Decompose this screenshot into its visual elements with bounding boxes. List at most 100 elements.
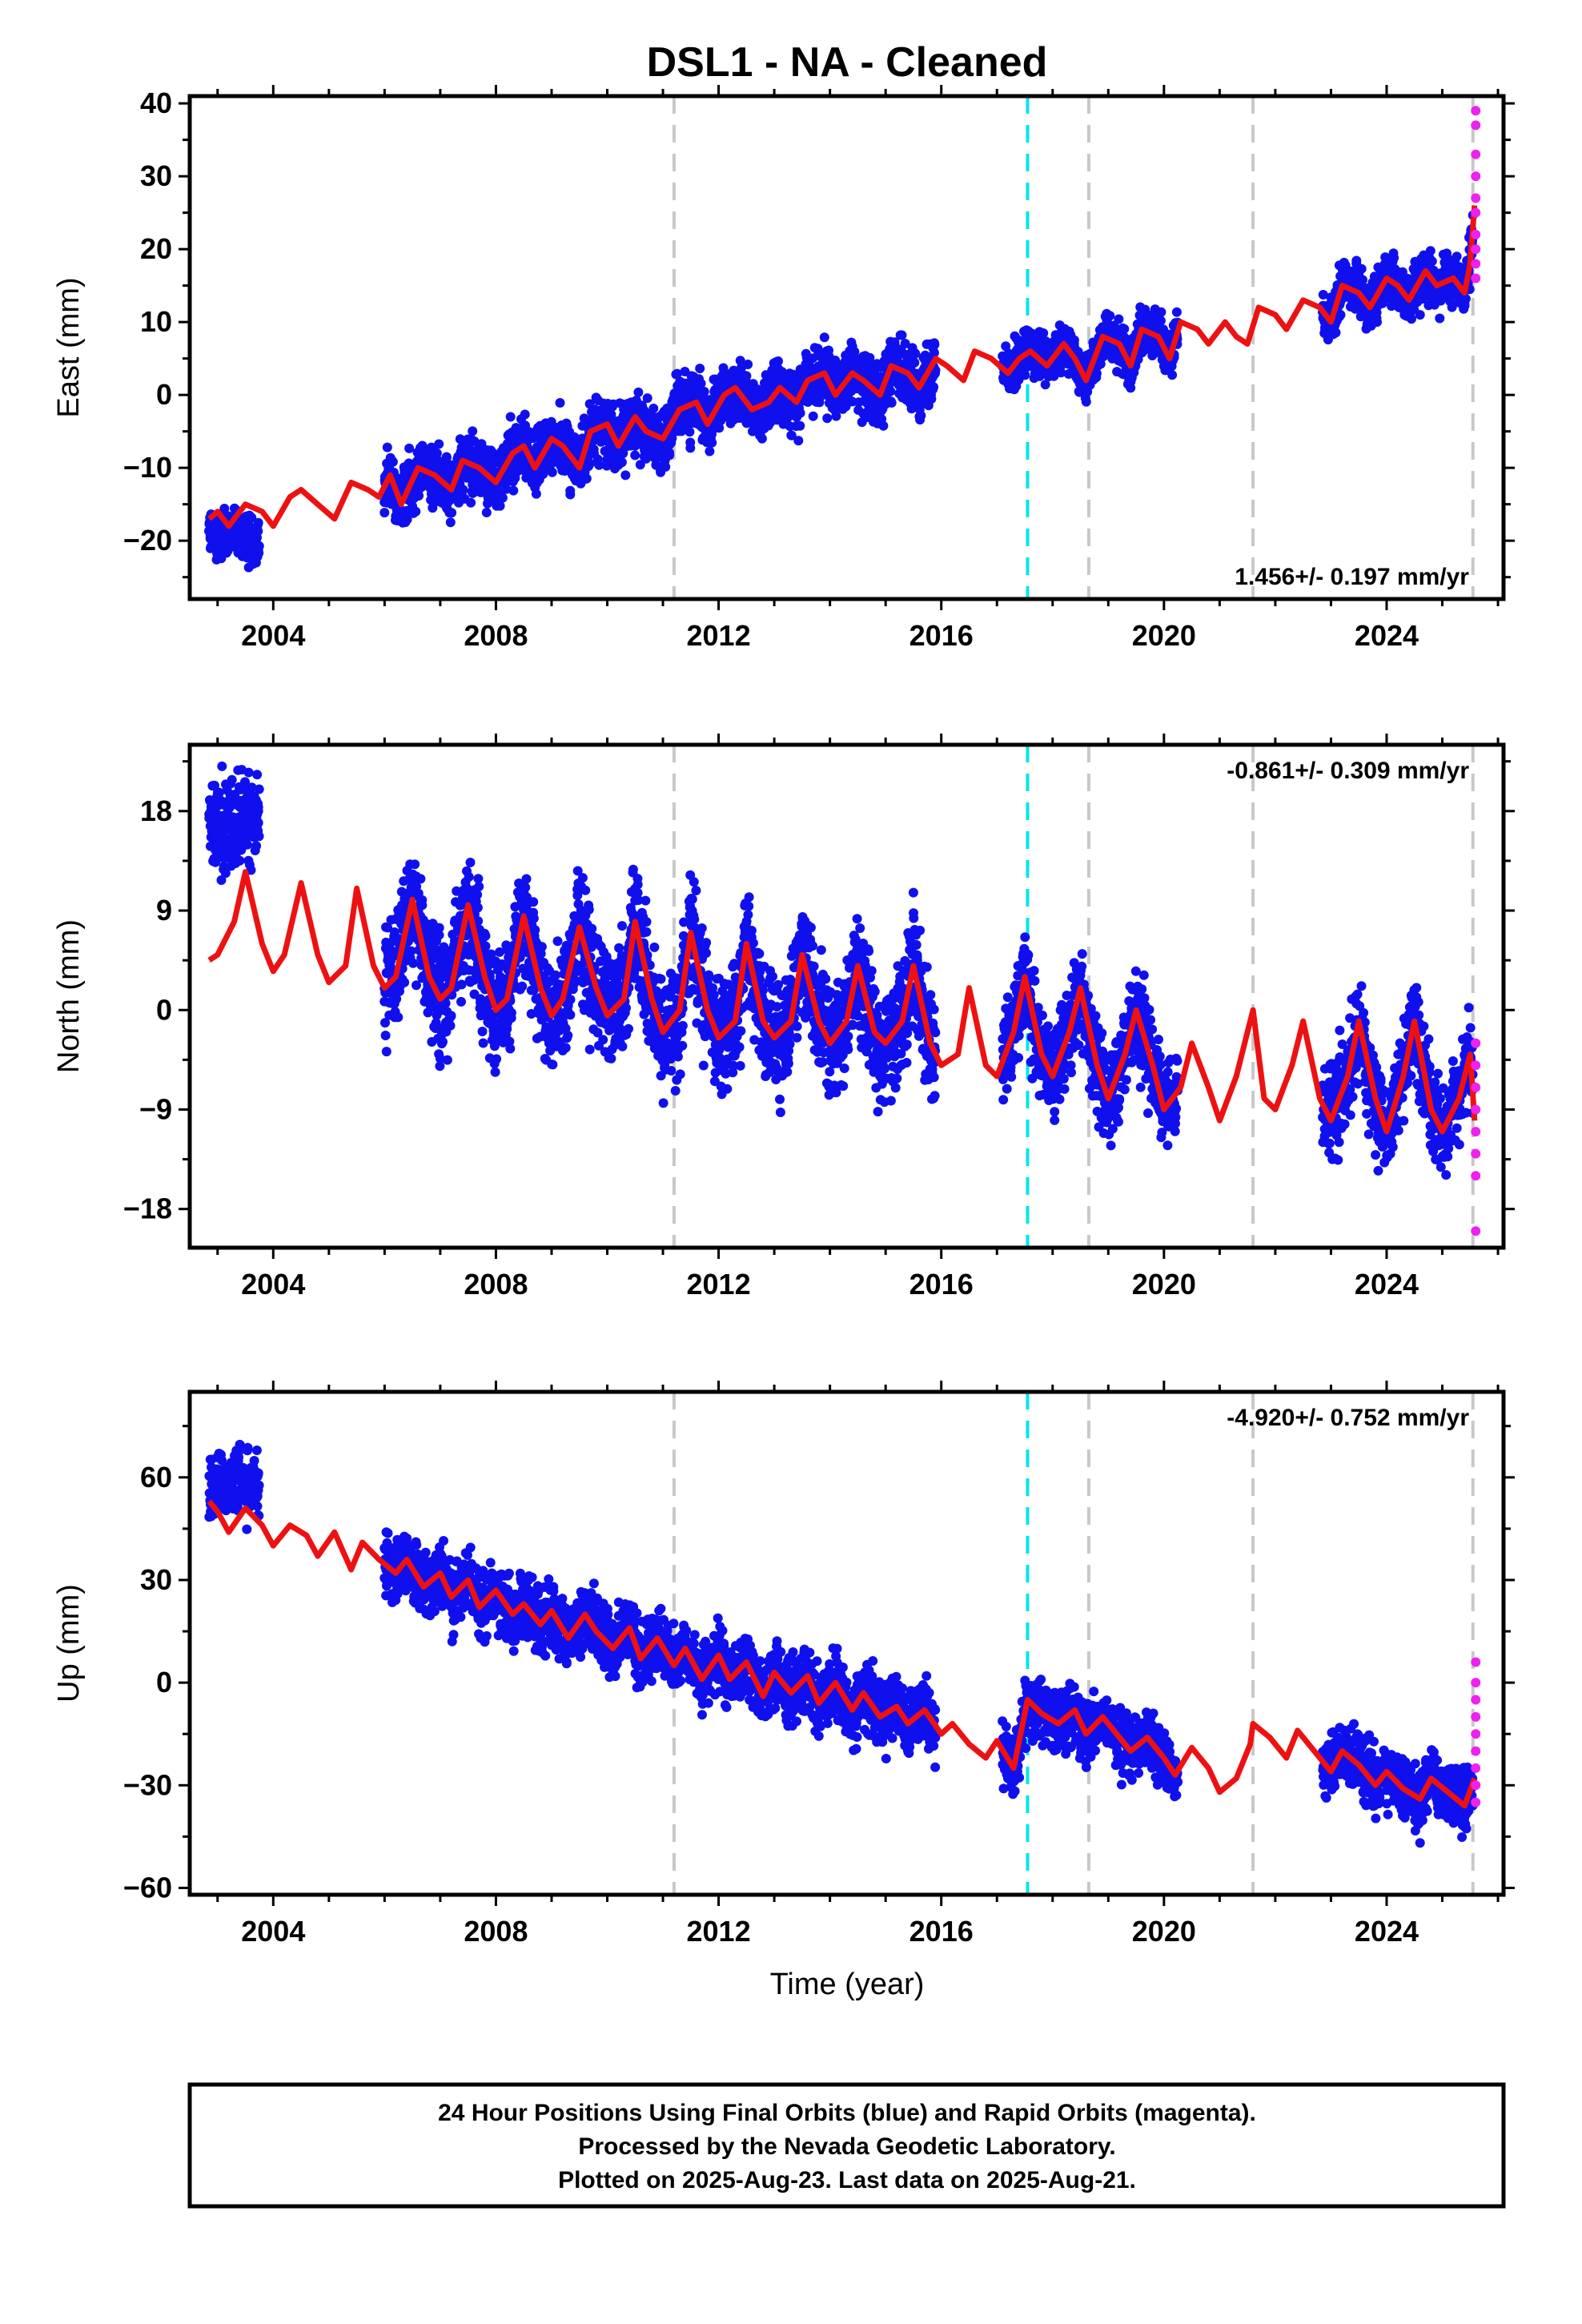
plot-frame <box>187 94 1506 601</box>
x-tick-label: 2016 <box>909 619 974 652</box>
y-tick-label: 10 <box>140 305 172 338</box>
final-orbit-point <box>1335 310 1346 320</box>
final-orbit-point <box>435 1061 445 1072</box>
final-orbit-point <box>528 913 539 923</box>
final-orbit-point <box>465 858 476 867</box>
final-orbit-point <box>594 460 604 470</box>
final-orbit-point <box>849 347 860 357</box>
final-orbit-point <box>452 886 462 896</box>
final-orbit-point <box>393 1012 404 1023</box>
final-orbit-point <box>440 998 451 1008</box>
final-orbit-point <box>555 398 565 408</box>
final-orbit-point <box>477 1027 488 1036</box>
final-orbit-point <box>219 504 230 513</box>
final-orbit-point <box>464 872 474 882</box>
final-orbit-point <box>743 360 753 369</box>
final-orbit-point <box>1155 316 1166 326</box>
final-orbit-point <box>240 777 250 787</box>
final-orbit-point <box>381 1047 391 1057</box>
final-orbit-point <box>445 517 456 528</box>
final-orbit-point <box>822 413 833 424</box>
final-orbit-point <box>635 460 645 470</box>
final-orbit-point <box>473 916 484 927</box>
final-orbit-point <box>380 1018 390 1028</box>
final-orbit-point <box>216 875 227 885</box>
final-orbit-point <box>1114 314 1124 324</box>
final-orbit-point <box>526 1009 536 1019</box>
final-orbit-point <box>885 386 896 396</box>
final-orbit-point <box>468 426 478 436</box>
final-orbit-point <box>217 761 227 771</box>
final-orbit-point <box>714 423 725 433</box>
final-orbit-point <box>474 882 484 891</box>
final-orbit-point <box>446 1011 456 1021</box>
final-orbit-point <box>480 941 491 951</box>
final-orbit-point <box>929 382 939 392</box>
final-orbit-point <box>1040 380 1050 390</box>
x-tick-label: 2020 <box>1132 619 1196 652</box>
final-orbit-point <box>900 339 910 348</box>
final-orbit-point <box>897 330 907 340</box>
final-orbit-point <box>630 450 640 460</box>
final-orbit-point <box>705 446 715 456</box>
final-orbit-point <box>400 977 410 987</box>
y-tick-label: 40 <box>140 86 172 119</box>
final-orbit-point <box>753 384 763 395</box>
final-orbit-point <box>520 409 530 420</box>
final-orbit-point <box>379 508 390 518</box>
final-orbit-point <box>387 456 398 467</box>
final-orbit-point <box>695 364 705 374</box>
final-orbit-point <box>1442 252 1452 263</box>
final-orbit-point <box>235 855 245 866</box>
final-orbit-point <box>254 541 264 551</box>
final-orbit-point <box>506 1007 516 1018</box>
final-orbit-point <box>831 411 841 421</box>
final-orbit-point <box>661 462 671 472</box>
final-orbit-point <box>1038 328 1049 338</box>
final-orbit-point <box>1372 317 1382 328</box>
rapid-orbit-point <box>1471 244 1481 255</box>
final-orbit-point <box>795 420 805 431</box>
final-orbit-point <box>528 897 539 907</box>
final-orbit-point <box>517 981 528 991</box>
y-tick-label: 30 <box>140 159 172 192</box>
final-orbit-point <box>382 442 392 452</box>
rapid-orbit-point <box>1471 106 1481 116</box>
final-orbit-point <box>434 930 444 940</box>
final-orbit-point <box>1049 371 1059 381</box>
rapid-orbit-points <box>1471 106 1481 283</box>
final-orbit-point <box>496 959 507 969</box>
y-axis-title: East (mm) <box>52 277 86 417</box>
final-orbit-point <box>456 979 467 990</box>
final-orbit-point <box>380 1031 391 1040</box>
final-orbit-point <box>916 410 926 420</box>
final-orbit-point <box>243 767 254 778</box>
final-orbit-point <box>404 443 415 453</box>
rapid-orbit-point <box>1471 207 1481 218</box>
final-orbit-point <box>505 1043 516 1054</box>
final-orbit-point <box>432 448 442 459</box>
final-orbit-point <box>1171 307 1182 317</box>
x-tick-label: 2004 <box>241 619 305 652</box>
final-orbit-point <box>406 946 416 956</box>
final-orbit-point <box>254 548 264 558</box>
final-orbit-point <box>531 489 541 499</box>
final-orbit-point <box>1091 368 1102 379</box>
final-orbit-point <box>472 890 483 900</box>
velocity-rate-label: 1.456+/- 0.197 mm/yr <box>1235 564 1469 590</box>
final-orbit-point <box>251 841 262 851</box>
final-orbit-point <box>472 903 483 913</box>
final-orbit-point <box>616 457 627 468</box>
model-curve <box>207 205 1478 529</box>
final-orbit-point <box>489 1041 500 1051</box>
final-orbit-point <box>416 874 426 884</box>
final-orbit-point <box>1318 290 1328 300</box>
rapid-orbit-point <box>1471 171 1481 182</box>
final-orbit-point <box>707 437 717 448</box>
final-orbit-point <box>410 859 420 870</box>
final-orbit-point <box>886 398 897 408</box>
final-orbit-point <box>1167 370 1178 380</box>
final-orbit-point <box>795 408 805 418</box>
